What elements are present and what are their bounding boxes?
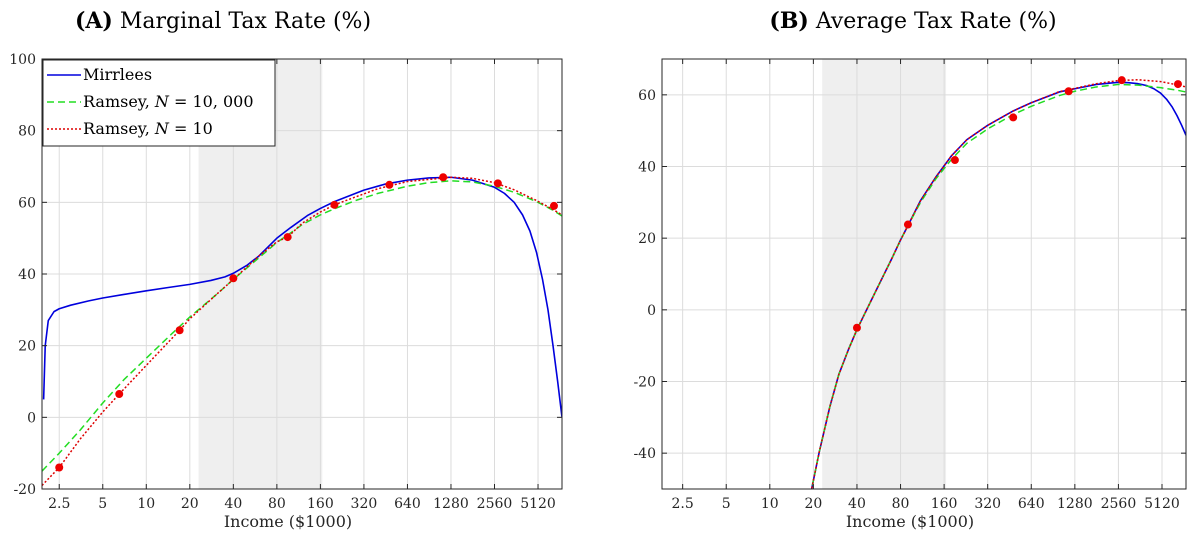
x-tick-label: 640 [394, 496, 421, 512]
x-tick-label: 2560 [477, 496, 513, 512]
x-tick-label: 10 [761, 496, 779, 512]
y-tick-label: 20 [638, 231, 656, 247]
x-tick-label: 320 [351, 496, 378, 512]
x-tick-label: 40 [224, 496, 242, 512]
data-point [950, 156, 959, 165]
x-tick-label: 10 [137, 496, 155, 512]
series-line-solid [42, 176, 562, 418]
title-spacer [113, 9, 120, 34]
data-point [1173, 80, 1182, 89]
data-point [175, 326, 184, 335]
data-point [852, 323, 861, 332]
marker-layer [55, 173, 558, 472]
x-axis-label: Income ($1000) [846, 512, 974, 531]
data-point [283, 233, 292, 242]
x-tick-label: 2560 [1101, 496, 1137, 512]
x-tick-label: 40 [848, 496, 866, 512]
y-tick-label: 20 [18, 339, 36, 355]
x-tick-label: 640 [1018, 496, 1045, 512]
marker-layer [852, 76, 1182, 332]
y-tick-label: 40 [18, 267, 36, 283]
x-tick-label: 320 [974, 496, 1001, 512]
grid-lines [662, 59, 1186, 489]
y-axis-ticks: -40 -20 0 20 40 60 [633, 88, 1186, 462]
chart-title-b: (B) Average Tax Rate (%) [769, 8, 1056, 34]
x-tick-label: 5120 [1144, 496, 1180, 512]
panel-label-a: (A) [75, 8, 113, 34]
series-line-dotted [42, 176, 562, 486]
legend: Mirrlees Ramsey, N = 10, 000 Ramsey, N = 1… [42, 59, 276, 147]
y-tick-label: -20 [13, 482, 36, 498]
y-tick-label: 60 [638, 88, 656, 104]
x-tick-label: 160 [307, 496, 334, 512]
y-tick-label: 100 [9, 52, 36, 68]
x-tick-label: 160 [931, 496, 958, 512]
series-layer [42, 176, 562, 486]
x-tick-label: 80 [892, 496, 910, 512]
title-spacer [809, 9, 816, 34]
y-tick-label: 0 [647, 303, 656, 319]
legend-label: Ramsey, N = 10 [83, 119, 213, 138]
y-tick-label: -20 [633, 375, 656, 391]
series-line-dashed [42, 180, 562, 472]
data-point [55, 463, 64, 472]
data-point [330, 200, 339, 209]
data-point [549, 201, 558, 210]
x-tick-label: 20 [804, 496, 822, 512]
data-point [903, 220, 912, 229]
legend-label: Mirrlees [83, 65, 152, 84]
legend-label: Ramsey, N = 10, 000 [83, 92, 254, 111]
x-axis-label: Income ($1000) [224, 512, 352, 531]
marginal-tax-rate-chart: (A) Marginal Tax Rate (%) 2.5 5 10 20 40 80 16… [9, 8, 563, 531]
x-tick-label: 5 [722, 496, 731, 512]
x-tick-label: 20 [181, 496, 199, 512]
data-point [115, 390, 124, 399]
x-axis-ticks: 2.5 5 10 20 40 80 160 320 640 1280 2560 5120 [672, 59, 1180, 512]
y-tick-label: -40 [633, 446, 656, 462]
title-text-b: Average Tax Rate (%) [815, 9, 1057, 34]
title-text-a: Marginal Tax Rate (%) [120, 9, 371, 34]
plot-frame [661, 58, 1187, 490]
data-point [1064, 87, 1073, 96]
y-tick-label: 0 [27, 410, 36, 426]
series-line-dashed [810, 83, 1186, 489]
data-point [229, 274, 238, 283]
x-tick-label: 5120 [520, 496, 556, 512]
x-tick-label: 2.5 [48, 496, 70, 512]
y-tick-label: 40 [638, 160, 656, 176]
x-axis-ticks: 2.5 5 10 20 40 80 160 320 640 1280 2560 5120 [48, 59, 556, 512]
data-point [439, 173, 448, 182]
x-tick-label: 5 [98, 496, 107, 512]
panel-label-b: (B) [769, 8, 808, 34]
data-point [385, 180, 394, 189]
x-tick-label: 1280 [1057, 496, 1093, 512]
x-tick-label: 1280 [433, 496, 469, 512]
x-tick-label: 80 [268, 496, 286, 512]
average-tax-rate-chart: (B) Average Tax Rate (%) 2.5 5 10 20 40 80 160… [633, 8, 1187, 531]
legend-box [42, 59, 276, 147]
data-point [1117, 76, 1126, 85]
y-tick-label: 80 [18, 124, 36, 140]
y-tick-label: 60 [18, 195, 36, 211]
data-point [493, 179, 502, 188]
data-point [1009, 113, 1018, 122]
chart-title-a: (A) Marginal Tax Rate (%) [75, 8, 371, 34]
x-tick-label: 2.5 [672, 496, 694, 512]
y-axis-ticks: -20 0 20 40 60 80 100 [9, 52, 562, 498]
